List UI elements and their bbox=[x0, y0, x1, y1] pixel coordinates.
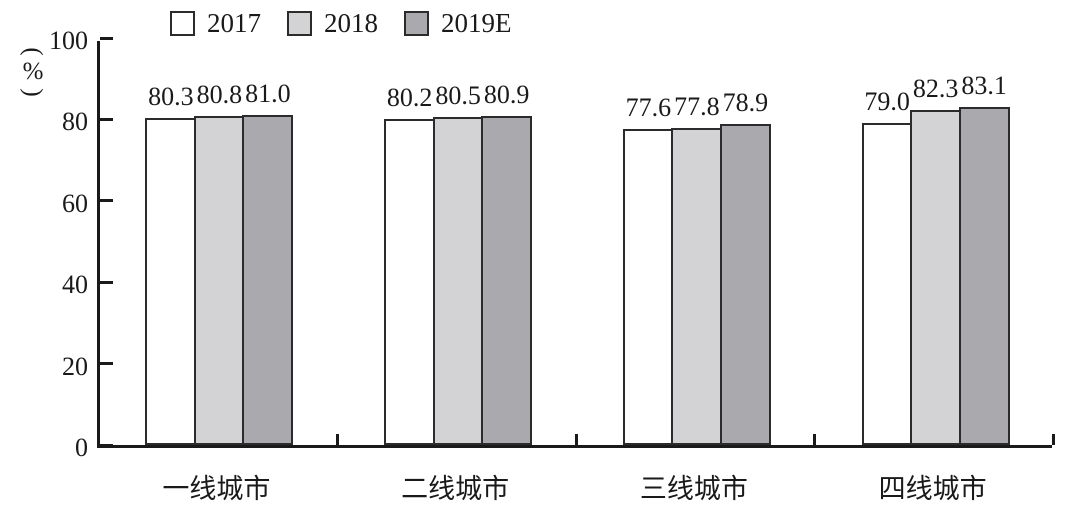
bar-2017-group4 bbox=[861, 123, 913, 445]
y-axis-tick bbox=[100, 443, 113, 447]
y-axis-tick-label: 60 bbox=[62, 188, 88, 218]
bar-value-label: 82.3 bbox=[912, 74, 959, 104]
x-axis-category-labels: 一线城市 二线城市 三线城市 四线城市 bbox=[97, 476, 1052, 503]
legend-item-2018: 2018 bbox=[287, 10, 378, 37]
bar-2018-group4 bbox=[910, 110, 962, 445]
bar-value-label: 80.9 bbox=[483, 79, 530, 109]
y-axis-tick-label: 20 bbox=[62, 351, 88, 381]
bar-2019E-group2 bbox=[481, 115, 533, 445]
legend-swatch-2017 bbox=[170, 11, 195, 36]
category-label: 四线城市 bbox=[878, 474, 987, 504]
x-axis-boundary-tick bbox=[574, 434, 578, 445]
y-axis-tick bbox=[100, 36, 113, 40]
x-axis-boundary-tick bbox=[1052, 434, 1055, 445]
legend-swatch-2019E bbox=[404, 11, 429, 36]
y-axis-tick-label: 100 bbox=[49, 26, 88, 55]
y-axis-tick-label: 0 bbox=[75, 433, 88, 462]
legend-label: 2018 bbox=[324, 8, 378, 38]
bar-value-label: 77.6 bbox=[625, 93, 672, 123]
y-axis-tick bbox=[100, 199, 113, 203]
y-axis-tick-label: 80 bbox=[62, 107, 88, 137]
bar-2018-group1 bbox=[193, 116, 245, 445]
bar-value-label: 77.8 bbox=[674, 92, 720, 122]
bar-value-label: 83.1 bbox=[961, 70, 1007, 100]
bar-2018-group2 bbox=[432, 117, 484, 445]
y-axis-tick-label: 40 bbox=[62, 270, 88, 300]
bar-value-label: 81.0 bbox=[245, 79, 291, 109]
bar-value-label: 80.8 bbox=[196, 80, 243, 110]
bar-2017-group2 bbox=[384, 118, 436, 445]
legend-item-2019E: 2019E bbox=[404, 10, 512, 37]
y-axis-tick bbox=[100, 362, 113, 366]
bar-value-label: 80.3 bbox=[148, 82, 194, 112]
bar-2019E-group3 bbox=[719, 123, 771, 445]
bar-value-label: 80.5 bbox=[435, 81, 481, 111]
legend-item-2017: 2017 bbox=[170, 10, 261, 37]
legend-swatch-2018 bbox=[287, 11, 312, 36]
y-axis-unit-label: (%) bbox=[14, 44, 52, 100]
plot-area: 80.3 80.8 81.0 80.2 80.5 80.9 77.6 77.8 78.9 79.0… bbox=[97, 36, 1055, 448]
legend: 2017 2018 2019E bbox=[170, 10, 512, 37]
category-label: 三线城市 bbox=[639, 474, 748, 504]
legend-label: 2019E bbox=[441, 8, 512, 38]
x-axis-boundary-tick bbox=[335, 434, 339, 445]
legend-label: 2017 bbox=[207, 8, 261, 38]
x-axis-boundary-tick bbox=[813, 434, 817, 445]
bar-2017-group3 bbox=[622, 129, 674, 445]
y-axis-tick bbox=[100, 117, 113, 121]
rotated-paren: ) bbox=[19, 88, 47, 97]
percent-sign: % bbox=[22, 58, 44, 85]
category-label: 一线城市 bbox=[162, 474, 271, 504]
category-label: 二线城市 bbox=[401, 474, 510, 504]
bar-2018-group3 bbox=[671, 128, 723, 445]
bar-2019E-group1 bbox=[242, 115, 294, 445]
bar-2017-group1 bbox=[145, 118, 197, 445]
bar-value-label: 79.0 bbox=[864, 87, 910, 117]
bar-value-label: 78.9 bbox=[722, 87, 769, 117]
bar-value-label: 80.2 bbox=[386, 82, 433, 112]
bar-2019E-group4 bbox=[958, 106, 1010, 445]
y-axis-tick bbox=[100, 280, 113, 284]
